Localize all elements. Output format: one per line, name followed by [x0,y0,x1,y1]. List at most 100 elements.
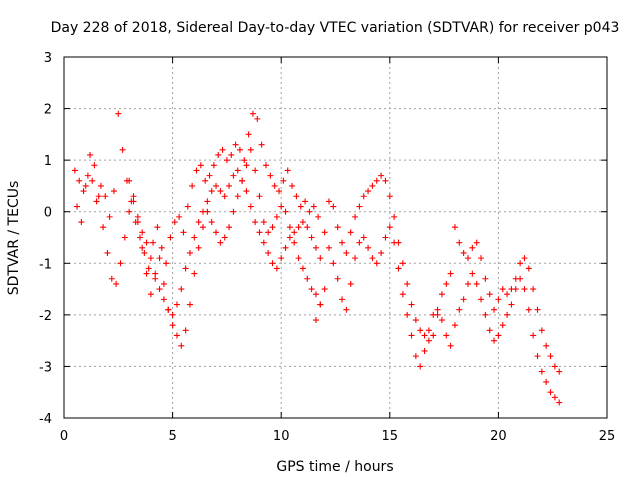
data-point-track-a [176,213,183,220]
data-point-track-d [352,213,359,220]
data-point-track-a [302,198,309,205]
data-point-track-d [317,301,324,308]
data-point-track-a [171,219,178,226]
data-point-track-e [382,234,389,241]
data-point-track-d [382,177,389,184]
data-point-track-c [152,270,159,277]
data-point-track-e [339,296,346,303]
data-point-track-b [191,270,198,277]
data-point-track-c [213,182,220,189]
data-point-track-b [156,255,163,262]
data-point-track-b [134,219,141,226]
data-point-track-d [425,337,432,344]
data-point-track-a [228,151,235,158]
data-point-track-c [178,286,185,293]
data-point-track-c [295,224,302,231]
data-point-track-a [106,213,113,220]
data-point-track-e [486,327,493,334]
data-point-track-c [239,177,246,184]
data-point-track-b [295,255,302,262]
data-point-track-a [289,182,296,189]
data-point-track-c [256,229,263,236]
data-point-track-a [276,188,283,195]
data-point-track-a [245,131,252,138]
data-point-track-c [204,198,211,205]
data-point-track-b [91,162,98,169]
data-point-track-c [291,229,298,236]
data-point-track-a [80,188,87,195]
data-point-track-d [360,193,367,200]
data-point-track-a [310,203,317,210]
data-point-track-a [193,167,200,174]
data-point-track-d [525,265,532,272]
data-point-track-e [412,353,419,360]
data-point-track-e [343,306,350,313]
data-point-track-b [312,291,319,298]
data-point-track-e [421,347,428,354]
data-point-track-a [280,177,287,184]
data-point-track-b [126,208,133,215]
data-point-track-b [213,229,220,236]
data-point-track-c [299,219,306,226]
x-tick-label: 20 [490,429,507,444]
data-point-track-d [399,260,406,267]
data-point-track-a [189,182,196,189]
data-point-track-a [158,244,165,251]
data-point-track-b [100,224,107,231]
data-point-track-c [217,188,224,195]
data-point-track-a [202,177,209,184]
x-tick-label: 10 [273,429,290,444]
y-tick-label: 3 [44,51,52,66]
data-point-track-d [491,306,498,313]
x-tick-label: 15 [382,429,399,444]
data-point-track-a [110,188,117,195]
data-point-track-b [108,275,115,282]
data-point-track-c [226,182,233,189]
data-point-track-b [121,234,128,241]
data-point-track-d [334,224,341,231]
data-point-track-d [430,332,437,339]
data-point-track-e [447,342,454,349]
data-point-track-c [165,306,172,313]
data-point-track-d [451,224,458,231]
data-point-track-d [321,286,328,293]
data-point-track-c [200,208,207,215]
data-point-track-e [365,244,372,251]
data-point-track-c [317,255,324,262]
plot-frame [63,56,608,419]
y-tick-label: 2 [44,103,52,118]
data-point-track-c [143,239,150,246]
data-point-track-d [373,177,380,184]
data-point-track-d [517,260,524,267]
data-point-track-e [543,378,550,385]
y-tick-label: -1 [39,257,52,272]
data-point-track-b [221,234,228,241]
data-point-track-b [147,291,154,298]
data-point-track-c [130,193,137,200]
data-point-track-c [286,234,293,241]
data-point-track-e [547,389,554,396]
data-point-track-c [243,188,250,195]
data-point-track-b [152,275,159,282]
data-point-track-b [230,208,237,215]
data-point-track-e [408,332,415,339]
data-point-track-c [139,229,146,236]
data-point-track-b [265,229,272,236]
data-point-track-e [534,353,541,360]
data-point-track-b [139,244,146,251]
data-point-track-a [206,172,213,179]
data-point-track-c [169,311,176,318]
data-point-track-b [117,260,124,267]
data-point-track-b [299,265,306,272]
data-point-track-a [267,172,274,179]
data-point-track-a [262,162,269,169]
data-point-track-d [499,286,506,293]
data-point-track-d [438,291,445,298]
data-point-track-e [521,286,528,293]
data-point-track-e [352,255,359,262]
data-point-track-e [391,239,398,246]
data-point-track-a [141,249,148,256]
data-point-track-d [543,342,550,349]
axis-ticks: 0 5 10 15 20 25 -4 -3 -2 -1 0 1 2 3 [39,51,615,444]
data-point-track-b [286,224,293,231]
